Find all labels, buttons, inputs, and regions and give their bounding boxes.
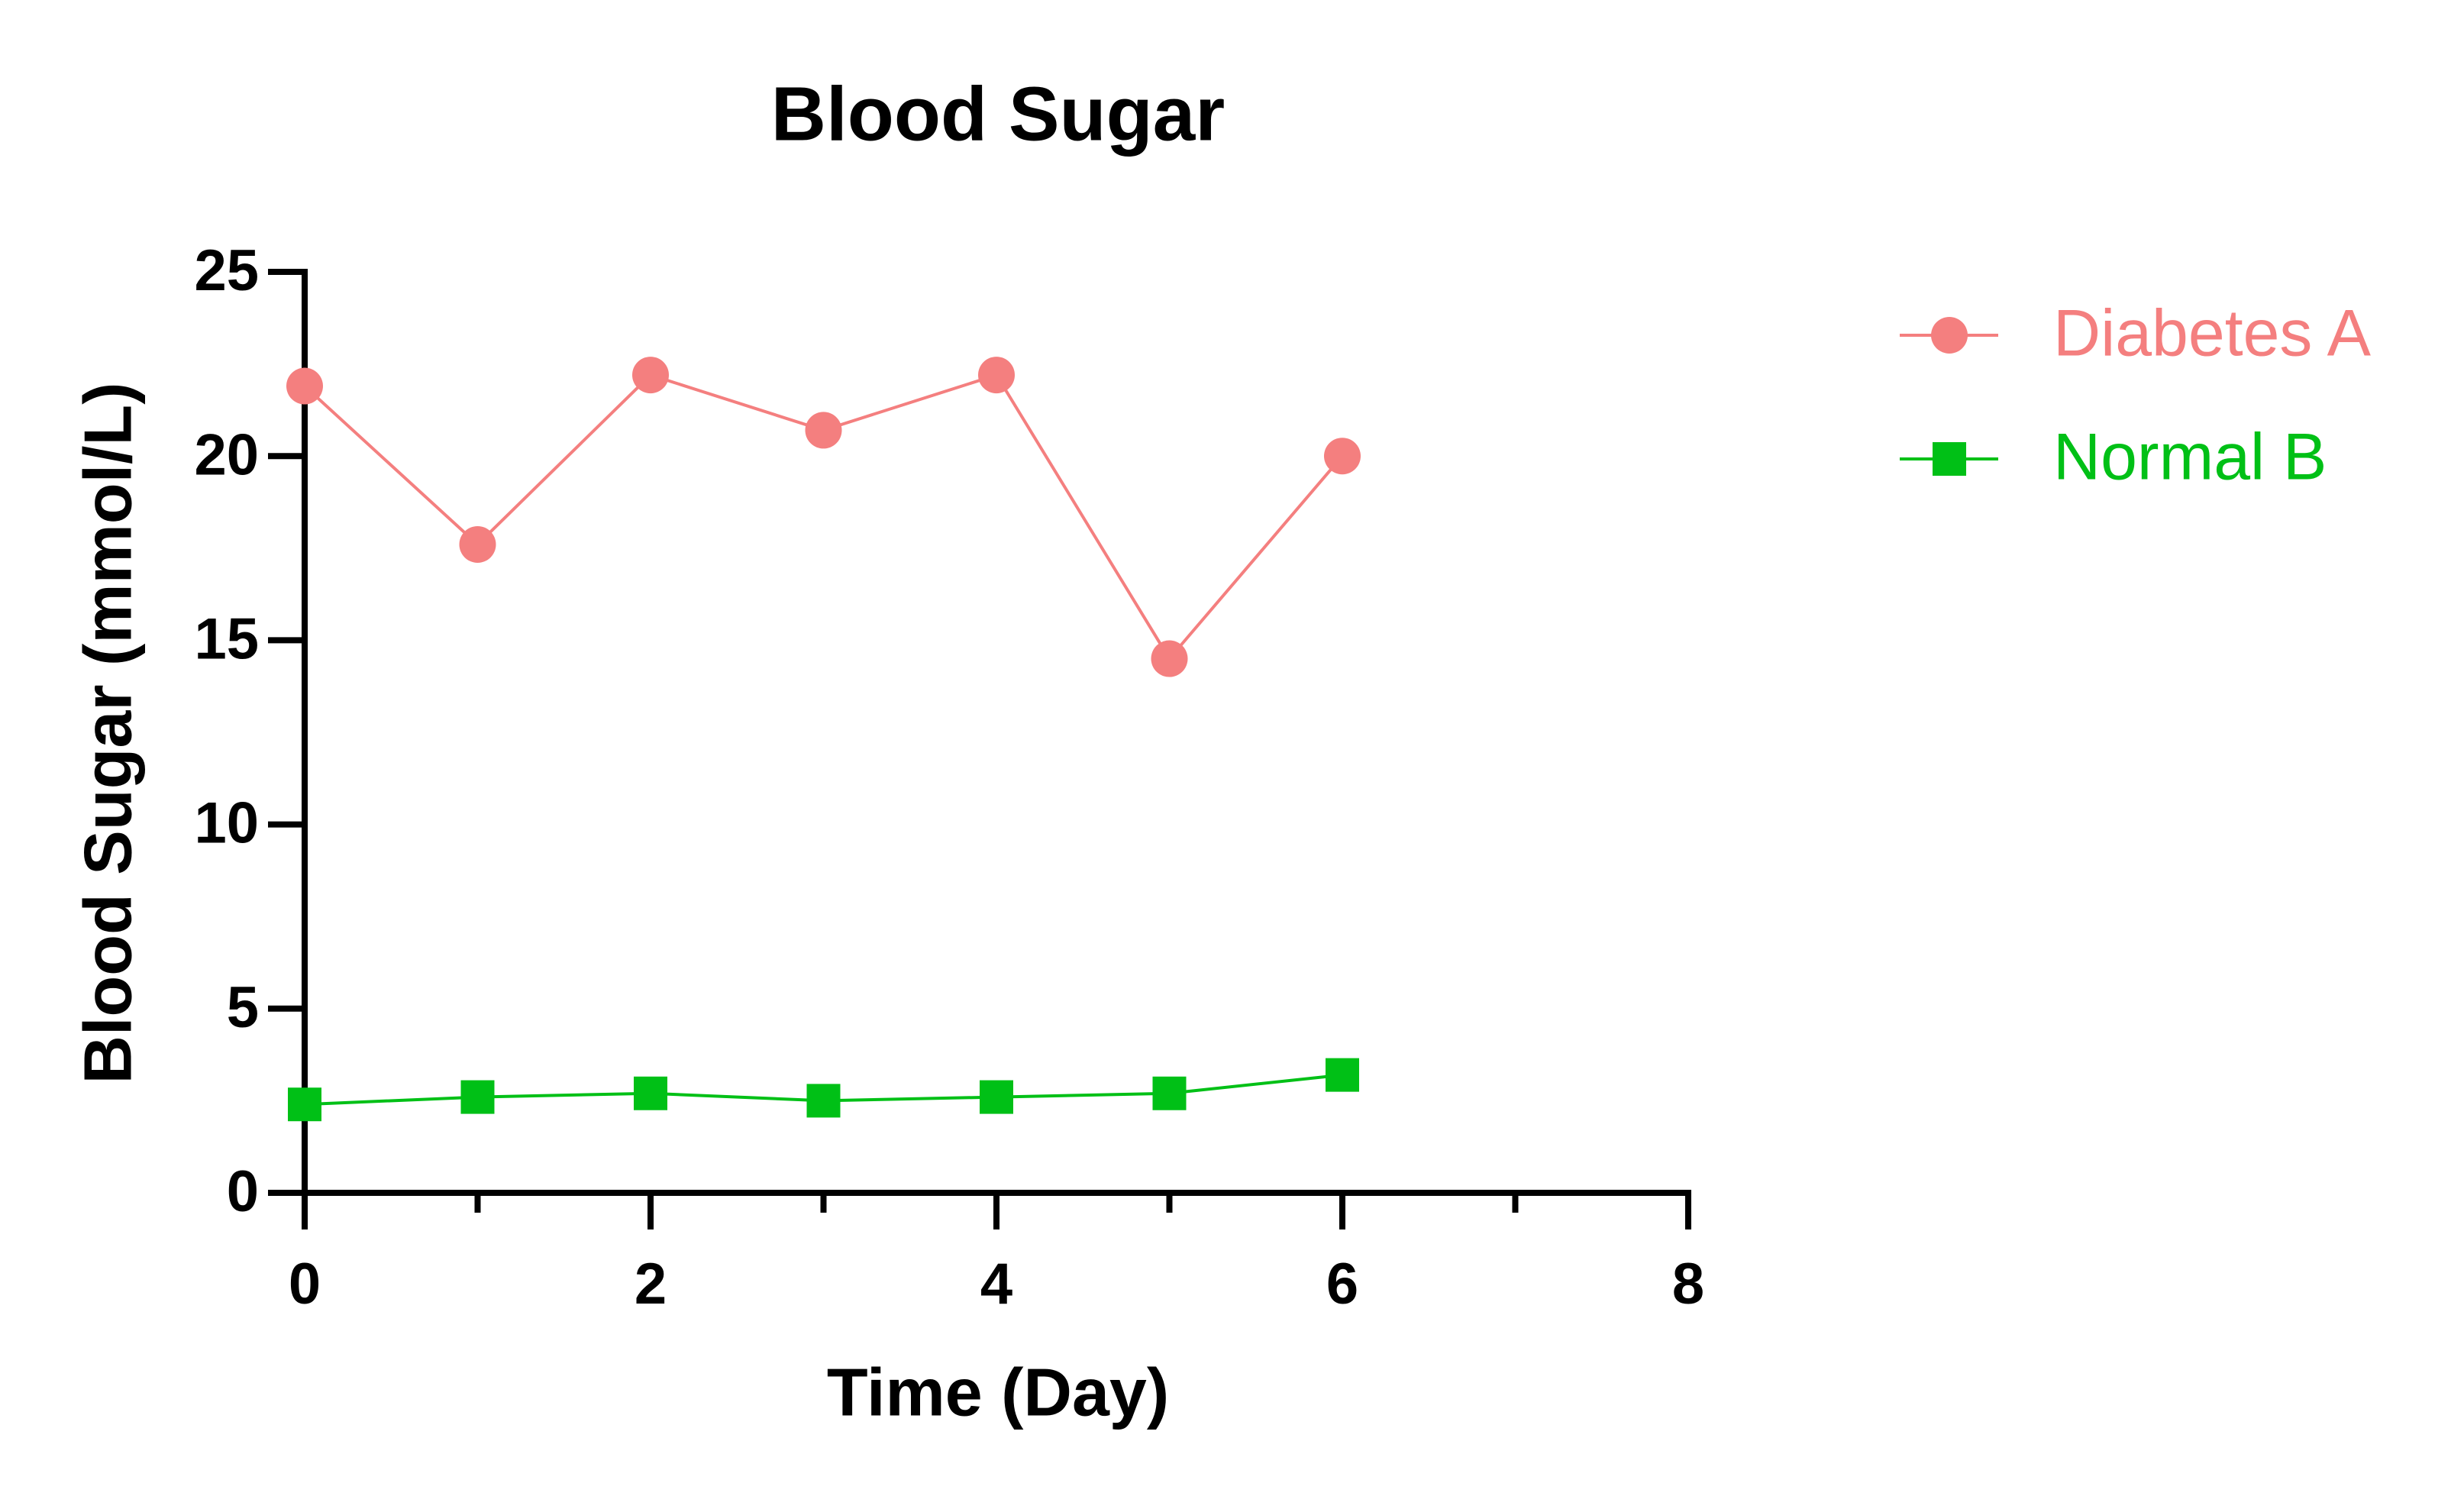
data-point: [459, 525, 496, 563]
data-point: [632, 357, 669, 394]
y-tick-label: 25: [194, 238, 259, 303]
legend-label: Diabetes A: [2053, 297, 2372, 370]
data-point: [288, 1087, 321, 1122]
y-tick-label: 0: [227, 1159, 259, 1224]
data-point: [286, 367, 323, 405]
x-axis-label: Time (Day): [827, 1354, 1169, 1430]
data-point: [460, 1080, 495, 1114]
legend-marker: [1933, 442, 1966, 476]
chart-title: Blood Sugar: [771, 71, 1225, 157]
data-point: [978, 357, 1015, 394]
data-point: [805, 412, 842, 449]
x-tick-label: 2: [635, 1252, 667, 1317]
data-point: [980, 1080, 1013, 1114]
data-point: [1324, 438, 1361, 475]
y-tick-label: 20: [194, 422, 259, 487]
data-point: [806, 1084, 841, 1118]
legend-label: Normal B: [2053, 421, 2327, 494]
data-point: [1152, 1076, 1187, 1110]
legend-marker: [1931, 317, 1968, 354]
y-tick-label: 5: [227, 975, 259, 1040]
y-tick-label: 10: [194, 791, 259, 856]
x-tick-label: 4: [980, 1252, 1012, 1317]
data-point: [634, 1076, 667, 1110]
data-point: [1326, 1058, 1359, 1092]
data-point: [1151, 640, 1188, 677]
y-tick-label: 15: [194, 606, 259, 671]
y-axis-label: Blood Sugar (mmol/L): [69, 382, 145, 1084]
x-tick-label: 0: [289, 1252, 321, 1317]
x-tick-label: 6: [1326, 1252, 1358, 1317]
x-tick-label: 8: [1672, 1252, 1704, 1317]
